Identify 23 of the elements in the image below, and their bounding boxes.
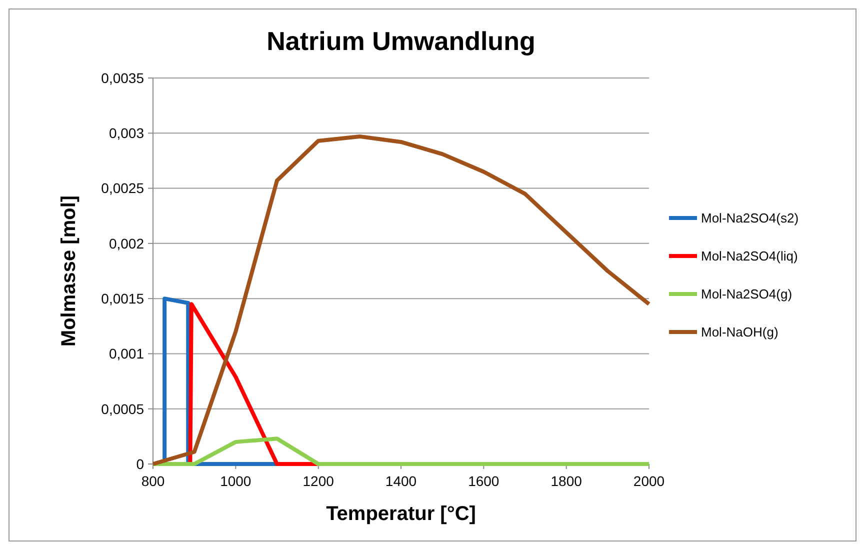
chart-title: Natrium Umwandlung bbox=[266, 26, 536, 56]
y-tick-label: 0,0035 bbox=[101, 70, 144, 86]
x-tick-label: 1600 bbox=[468, 473, 500, 489]
y-tick-label: 0,002 bbox=[108, 235, 144, 252]
x-tick-label: 800 bbox=[141, 473, 165, 489]
x-tick-label: 1200 bbox=[302, 473, 334, 489]
legend-label: Mol-Na2SO4(s2) bbox=[701, 210, 799, 226]
y-tick-label: 0,001 bbox=[108, 346, 144, 362]
x-tick-label: 2000 bbox=[633, 473, 665, 489]
x-tick-label: 1800 bbox=[550, 473, 582, 489]
x-tick-label: 1400 bbox=[385, 473, 417, 489]
y-tick-label: 0,0015 bbox=[101, 290, 144, 306]
legend-label: Mol-Na2SO4(liq) bbox=[701, 248, 798, 264]
x-tick-label: 1000 bbox=[220, 473, 252, 489]
y-tick-label: 0 bbox=[136, 456, 144, 472]
y-tick-label: 0,0025 bbox=[101, 180, 144, 196]
legend-label: Mol-NaOH(g) bbox=[701, 324, 778, 340]
legend-label: Mol-Na2SO4(g) bbox=[701, 286, 792, 302]
y-tick-label: 0,0005 bbox=[101, 400, 144, 417]
x-axis-title: Temperatur [°C] bbox=[326, 503, 476, 525]
y-axis-title: Molmasse [mol] bbox=[58, 195, 80, 347]
line-series bbox=[151, 134, 651, 466]
y-tick-label: 0,003 bbox=[108, 125, 144, 142]
